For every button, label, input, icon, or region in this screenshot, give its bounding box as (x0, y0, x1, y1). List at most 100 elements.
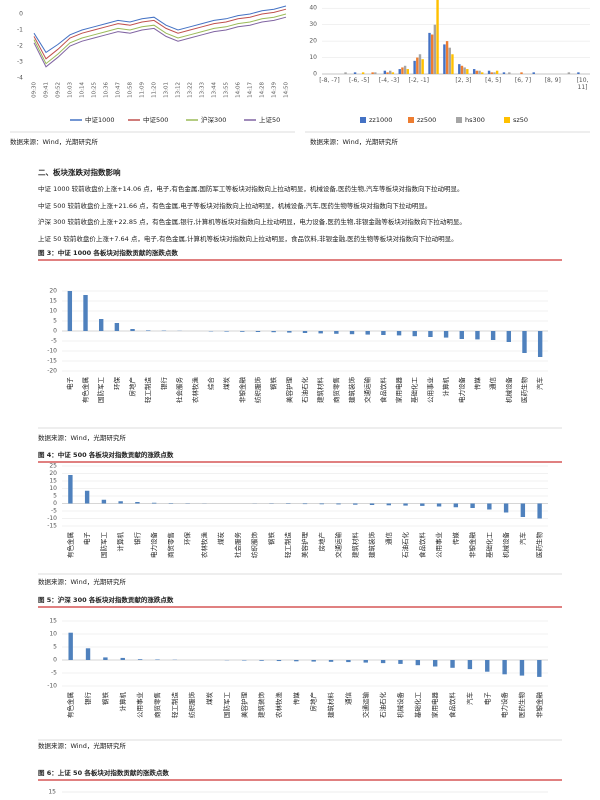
bar (475, 70, 479, 74)
x-tick-label: 10:03 (68, 82, 74, 98)
bar (475, 331, 480, 340)
x-tick-label: 医药生物 (535, 532, 544, 559)
x-tick-label: 国防军工 (222, 692, 231, 719)
y-tick-label: 5 (53, 644, 57, 651)
x-tick-label: 13:55 (224, 82, 230, 98)
x-tick-label-text: [-6, -5] (348, 77, 370, 84)
bar (84, 490, 90, 504)
line-series (33, 13, 287, 65)
y-tick-label: -4 (17, 75, 23, 82)
bar (537, 503, 542, 519)
x-tick-label-text: [2, 3] (455, 77, 472, 84)
legend-label: sz50 (513, 116, 528, 124)
bar (259, 660, 264, 661)
source-note: 数据来源：Wind，光期研究所 (310, 137, 398, 146)
x-tick-label: 基础化工 (484, 532, 493, 559)
x-tick-label: 通信 (384, 532, 393, 546)
legend-label: 沪深300 (201, 115, 226, 124)
x-tick-label: 纺织服饰 (253, 377, 262, 404)
x-tick-label: 传媒 (472, 377, 481, 391)
bar (302, 503, 308, 505)
y-tick-label: -15 (47, 523, 57, 530)
bar (413, 60, 416, 74)
y-tick-label: -10 (47, 515, 57, 522)
bar (443, 44, 446, 74)
x-tick-label: 电子 (82, 532, 91, 546)
source-note: 数据来源：Wind，光期研究所 (38, 577, 126, 586)
y-tick-label: 10 (49, 485, 57, 492)
y-tick-label: 0 (53, 500, 57, 507)
bar (68, 632, 73, 660)
bar (224, 331, 229, 332)
y-tick-label: -1 (17, 27, 23, 34)
x-tick-label: 14:28 (260, 82, 266, 98)
bar (151, 502, 157, 504)
bar (502, 660, 507, 675)
y-tick-label: 0 (53, 657, 57, 664)
bar (83, 295, 88, 331)
x-tick-label: 计算机 (441, 377, 450, 397)
y-tick-label: -5 (51, 338, 57, 345)
y-tick-label: 5 (53, 493, 57, 500)
y-tick-label: 0 (53, 328, 57, 335)
bar (344, 72, 347, 74)
bar (287, 331, 292, 333)
x-tick-label-text: [8, 9] (544, 77, 561, 84)
bar (520, 503, 526, 517)
bar (537, 331, 543, 357)
x-tick-label: 商贸零售 (166, 532, 175, 558)
bar (383, 70, 387, 74)
x-tick-label: 银行 (132, 532, 141, 546)
x-tick-label: 13:12 (176, 82, 182, 98)
x-tick-label: 纺织服饰 (250, 532, 259, 559)
bar (467, 660, 473, 670)
bar (490, 331, 496, 340)
bar (406, 69, 409, 74)
x-tick-label: 14:39 (272, 82, 278, 98)
x-tick-label: 有色金属 (81, 377, 90, 403)
bar (502, 72, 506, 74)
x-tick-label: 商贸零售 (331, 377, 340, 403)
bar (146, 330, 151, 331)
paragraph: 中证 1000 较前收盘价上涨+14.06 点，电子,有色金属,国防军工等板块对… (38, 184, 464, 193)
y-tick-label: -3 (17, 59, 23, 66)
x-tick-label: 机械设备 (504, 377, 513, 404)
bar (448, 47, 451, 74)
bar (396, 331, 402, 336)
x-tick-label: [-6, -5] (348, 77, 370, 84)
x-tick-label: 11:20 (152, 82, 158, 98)
figure-title: 图 5：沪深 300 各板块对指数贡献的涨跌点数 (38, 595, 174, 604)
bar (460, 65, 464, 74)
x-tick-label: 通信 (343, 692, 352, 706)
bar (522, 331, 527, 353)
bar (67, 291, 73, 331)
bar (389, 70, 392, 74)
x-tick-label: 建筑材料 (326, 692, 335, 719)
bar (466, 69, 469, 74)
bar (403, 503, 408, 506)
x-tick-label-text: [-8, -7] (319, 77, 340, 84)
y-tick-label: 25 (49, 463, 57, 470)
x-tick-label: 银行 (159, 377, 168, 391)
x-tick-label: 轻工制造 (283, 532, 292, 559)
bar (577, 72, 580, 74)
x-tick-label: [8, 9] (544, 77, 561, 84)
x-tick-label: 煤炭 (205, 692, 214, 706)
x-tick-label: 家用电器 (394, 377, 403, 404)
x-tick-label: [-8, -7] (319, 77, 340, 84)
bar (398, 660, 403, 664)
x-tick-label: 房地产 (309, 692, 318, 712)
bar (155, 659, 160, 660)
x-tick-label: 美容护理 (284, 377, 293, 404)
x-tick-label: 公用事业 (135, 692, 144, 719)
bar (361, 72, 365, 74)
bar (353, 503, 358, 505)
bar (416, 57, 419, 74)
x-tick-label: 非银金融 (534, 692, 543, 719)
bar (506, 331, 512, 342)
x-tick-label-text: [4, 5] (485, 77, 502, 84)
bar (403, 65, 407, 74)
x-tick-label: 13:33 (200, 82, 206, 98)
bar (101, 499, 107, 504)
